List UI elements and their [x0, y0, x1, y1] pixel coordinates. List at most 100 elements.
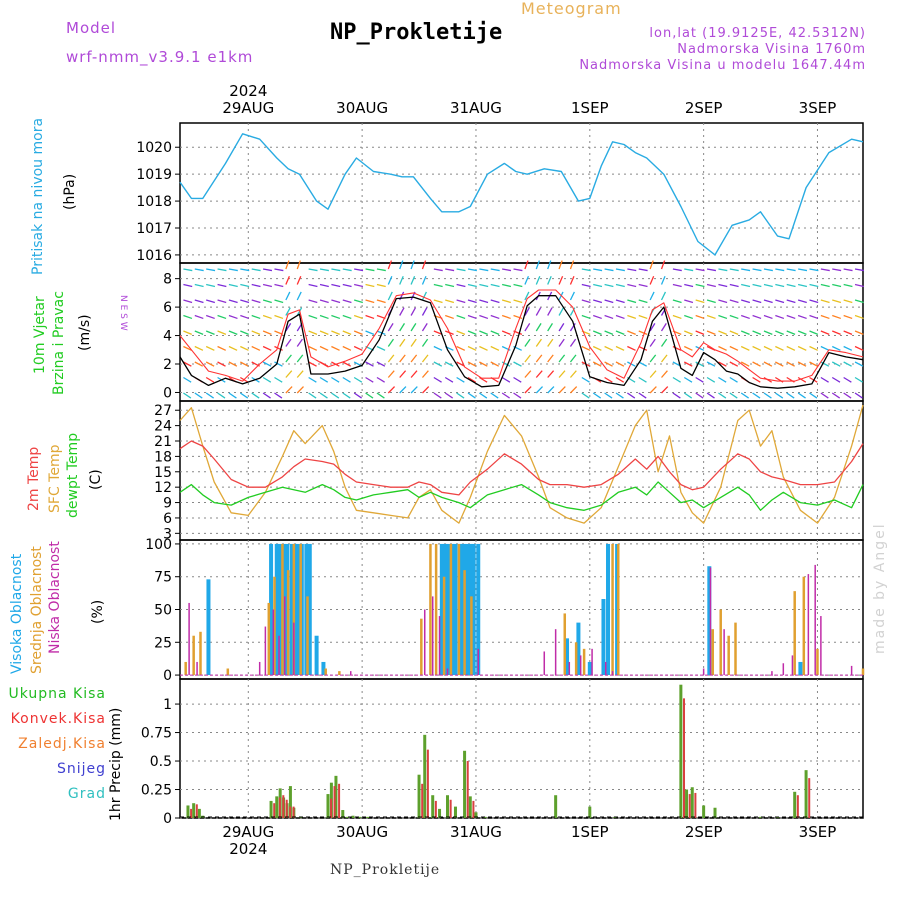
wind-barb: [718, 392, 727, 399]
wind-barb: [741, 268, 751, 272]
wind-barb: [376, 314, 386, 320]
wind-barb: [672, 376, 681, 383]
wind-barb: [183, 361, 192, 367]
wind-barb: [809, 361, 818, 367]
wind-barb: [786, 299, 796, 304]
precip-convective-bar: [292, 806, 295, 818]
wind-barb: [684, 283, 694, 288]
y-tick-label: 0.75: [141, 726, 172, 742]
wind-barb: [797, 376, 807, 383]
wind-barb: [387, 354, 395, 363]
wind-barb: [296, 338, 303, 347]
precip-total-bar: [351, 815, 355, 818]
elevation-label: Nadmorska Visina 1760m: [677, 42, 866, 57]
wind-barb: [365, 314, 375, 320]
wind-barb: [547, 323, 554, 332]
wind-barb: [456, 299, 466, 304]
wind-barb: [205, 361, 215, 367]
wind-barb: [831, 392, 841, 399]
panel-frame: [179, 122, 864, 264]
wind-barb: [342, 345, 352, 351]
precip-total-bar: [690, 787, 694, 818]
wind-barb: [217, 345, 226, 351]
wind-barb: [217, 299, 227, 304]
wind-barb: [205, 345, 215, 351]
y-tick-label: 0: [163, 811, 172, 827]
precip-total-bar: [275, 796, 279, 818]
cloud-bar-low: [604, 661, 607, 676]
wind-barb: [809, 392, 818, 399]
wind-barb: [433, 345, 443, 351]
wind-barb: [421, 275, 427, 285]
precip-convective-bar: [282, 795, 285, 818]
wind-barb: [296, 291, 302, 301]
cloud-bar-high: [587, 661, 592, 676]
wind-barb: [615, 283, 625, 288]
wind-barb: [342, 392, 351, 399]
wind-barb: [479, 330, 488, 335]
cloud-bar-high: [296, 543, 301, 676]
wind-barb: [820, 376, 829, 383]
wind-barb: [660, 338, 668, 347]
wind-barb: [547, 275, 552, 285]
wind-barb: [615, 392, 624, 399]
wind-barb: [547, 386, 555, 394]
wind-barb: [410, 323, 417, 332]
cloud-bar-mid: [226, 668, 230, 676]
wind-barb: [342, 268, 352, 272]
precip-convective-bar: [285, 799, 288, 818]
wind-barb: [296, 386, 304, 394]
wind-barb: [569, 323, 576, 332]
precip-total-bar: [474, 812, 478, 818]
wind-barb: [387, 323, 394, 332]
precip-total-bar: [431, 795, 435, 818]
wind-barb: [319, 376, 329, 383]
wind-barb: [604, 314, 614, 320]
precip-total-bar: [423, 734, 427, 818]
wind-barb: [569, 338, 577, 347]
cloud-bar-mid: [338, 671, 341, 676]
wind-barb: [331, 345, 340, 351]
cloud-bar-low: [791, 655, 794, 676]
wind-barb: [581, 299, 591, 304]
wind-barb: [660, 275, 666, 285]
wind-barb: [217, 314, 227, 320]
wind-barb: [683, 376, 693, 383]
bottom-date-label: 31AUG: [450, 823, 502, 841]
wind-barb: [376, 376, 385, 383]
y-tick-label: 21: [154, 434, 172, 450]
bottom-date-label: 29AUG: [222, 823, 274, 841]
wind-barb: [228, 299, 238, 304]
wind-barb: [547, 338, 554, 347]
wind-barb: [627, 299, 637, 304]
wind-barb: [421, 260, 427, 270]
y-tick-label: 0.25: [141, 783, 172, 799]
wind-barb: [592, 392, 602, 399]
wind-barb: [763, 268, 773, 272]
wind-barb: [513, 283, 523, 288]
wind-barb: [672, 268, 682, 272]
wind-barb: [809, 314, 819, 320]
wind-barb: [194, 345, 204, 351]
wind-barb: [638, 314, 648, 320]
wind-barb: [854, 361, 864, 367]
wind-barb: [729, 268, 739, 272]
wind-barb: [479, 376, 488, 383]
top-date-label: 2SEP: [685, 99, 723, 117]
wind-barb: [741, 283, 751, 288]
wind-barb: [456, 283, 466, 288]
cloud-bar-low: [350, 671, 352, 676]
y-tick-label: 15: [154, 465, 172, 481]
wind-barb: [569, 386, 578, 394]
wind-barb: [479, 314, 489, 320]
wind-barb: [604, 361, 613, 367]
wind-barb: [217, 330, 227, 335]
y-tick-label: 1016: [136, 248, 172, 264]
y-tick-label: 18: [154, 449, 172, 465]
wind-barb: [524, 291, 530, 301]
y-tick-label: 27: [154, 403, 172, 419]
wind-barb: [695, 330, 705, 335]
wind-barb: [649, 370, 657, 378]
